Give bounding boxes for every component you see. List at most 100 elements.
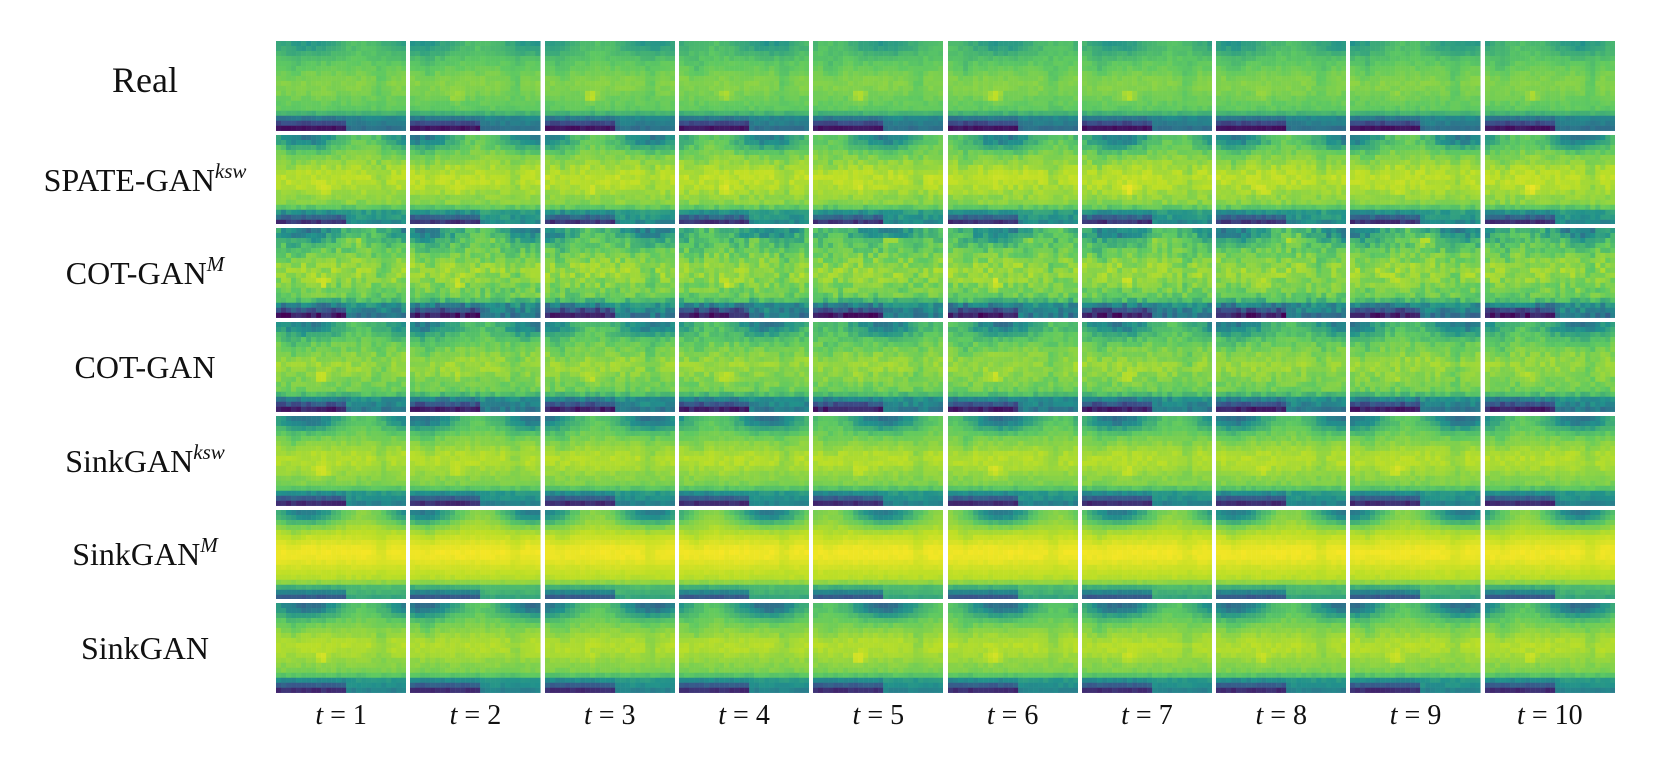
heatmap-image xyxy=(544,509,675,600)
heatmap-image xyxy=(678,603,810,693)
heatmap-panel xyxy=(1216,41,1347,131)
heatmap-image xyxy=(947,228,1078,319)
time-variable: t xyxy=(1517,700,1525,731)
heatmap-panel xyxy=(947,134,1078,225)
heatmap-panel xyxy=(1484,322,1615,412)
heatmap-image xyxy=(544,603,675,693)
time-variable: t xyxy=(584,700,592,731)
heatmap-panel xyxy=(544,322,675,412)
time-label: t = 1 xyxy=(274,700,408,732)
time-variable: t xyxy=(987,700,995,731)
heatmap-panel xyxy=(1081,41,1213,131)
time-value: 8 xyxy=(1293,700,1307,731)
heatmap-image xyxy=(947,41,1078,131)
row-label-text: SinkGAN xyxy=(72,536,200,572)
time-equals: = xyxy=(726,700,756,731)
heatmap-image xyxy=(1350,322,1481,412)
heatmap-image xyxy=(1350,415,1481,506)
heatmap-panel xyxy=(1216,509,1347,600)
heatmap-panel xyxy=(544,41,675,131)
heatmap-panel xyxy=(410,603,541,693)
heatmap-image xyxy=(1216,415,1347,506)
heatmap-image xyxy=(1216,41,1347,131)
heatmap-panel xyxy=(678,322,810,412)
heatmap-panel xyxy=(410,322,541,412)
time-variable: t xyxy=(853,700,861,731)
time-variable: t xyxy=(718,700,726,731)
heatmap-panel xyxy=(947,228,1078,319)
heatmap-image xyxy=(947,509,1078,600)
heatmap-panel xyxy=(678,603,810,693)
time-variable: t xyxy=(1255,700,1263,731)
heatmap-image xyxy=(947,603,1078,693)
heatmap-image xyxy=(813,134,944,225)
heatmap-panel xyxy=(1350,228,1481,319)
heatmap-image xyxy=(410,322,541,412)
heatmap-image xyxy=(1484,415,1615,506)
heatmap-panel xyxy=(1216,415,1347,506)
heatmap-panel xyxy=(276,228,407,319)
heatmap-image xyxy=(1216,322,1347,412)
time-equals: = xyxy=(995,700,1025,731)
heatmap-image xyxy=(410,603,541,693)
heatmap-panel xyxy=(1350,603,1481,693)
row-label: SinkGANksw xyxy=(20,441,270,481)
row-label-superscript: ksw xyxy=(193,440,225,464)
heatmap-panel xyxy=(544,415,675,506)
heatmap-image xyxy=(678,228,810,319)
heatmap-image xyxy=(1216,228,1347,319)
heatmap-panel xyxy=(276,415,407,506)
heatmap-panel xyxy=(813,322,944,412)
row-label-text: SPATE-GAN xyxy=(44,162,215,198)
row-label-text: SinkGAN xyxy=(81,630,209,666)
time-equals: = xyxy=(1398,700,1428,731)
heatmap-image xyxy=(410,415,541,506)
heatmap-panel xyxy=(947,41,1078,131)
heatmap-panel xyxy=(1081,415,1213,506)
heatmap-panel xyxy=(813,134,944,225)
heatmap-image xyxy=(1350,134,1481,225)
time-label: t = 10 xyxy=(1483,700,1617,732)
time-label: t = 7 xyxy=(1080,700,1214,732)
heatmap-image xyxy=(813,415,944,506)
heatmap-image xyxy=(410,134,541,225)
heatmap-panel xyxy=(276,41,407,131)
heatmap-panel xyxy=(410,415,541,506)
heatmap-panel xyxy=(678,134,810,225)
heatmap-panel xyxy=(410,228,541,319)
heatmap-panel xyxy=(1350,509,1481,600)
row-label: SinkGAN xyxy=(20,628,270,668)
time-value: 2 xyxy=(487,700,501,731)
time-equals: = xyxy=(592,700,622,731)
heatmap-panel xyxy=(1350,41,1481,131)
heatmap-panel xyxy=(544,509,675,600)
heatmap-image xyxy=(544,41,675,131)
heatmap-image xyxy=(276,322,407,412)
heatmap-image xyxy=(813,603,944,693)
time-variable: t xyxy=(450,700,458,731)
time-equals: = xyxy=(1263,700,1293,731)
heatmap-image xyxy=(1484,134,1615,225)
heatmap-image xyxy=(1350,509,1481,600)
time-equals: = xyxy=(1129,700,1159,731)
time-equals: = xyxy=(457,700,487,731)
heatmap-panel xyxy=(544,228,675,319)
heatmap-image xyxy=(544,322,675,412)
heatmap-image xyxy=(947,322,1078,412)
heatmap-image xyxy=(947,134,1078,225)
heatmap-panel xyxy=(544,603,675,693)
heatmap-panel xyxy=(1484,134,1615,225)
heatmap-panel xyxy=(947,322,1078,412)
heatmap-panel xyxy=(1081,509,1213,600)
heatmap-image xyxy=(1484,228,1615,319)
heatmap-panel xyxy=(1350,415,1481,506)
time-variable: t xyxy=(1390,700,1398,731)
heatmap-image xyxy=(1081,41,1213,131)
row-label: Real xyxy=(20,60,270,100)
heatmap-panel xyxy=(410,509,541,600)
heatmap-panel xyxy=(678,415,810,506)
heatmap-image xyxy=(276,509,407,600)
row-label-text: COT-GAN xyxy=(66,255,207,291)
heatmap-panel xyxy=(678,509,810,600)
